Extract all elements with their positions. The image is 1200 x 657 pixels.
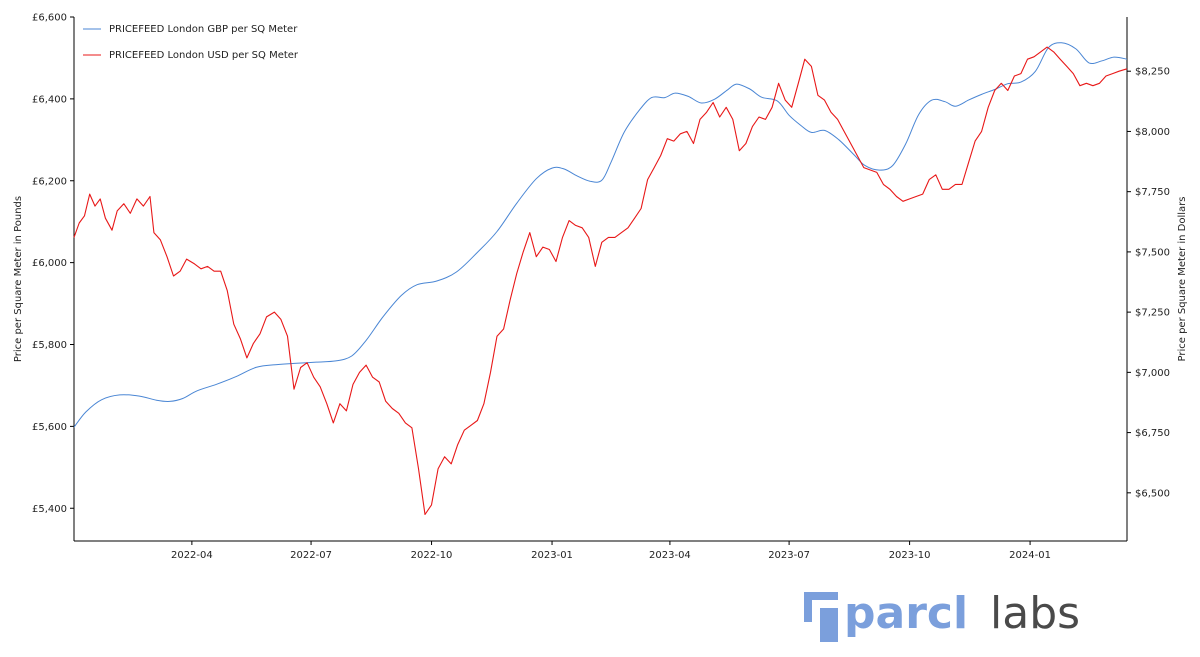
left-tick-label: £5,800 [32, 340, 67, 351]
series-line-gbp [73, 42, 1128, 428]
logo-word-labs: labs [990, 588, 1080, 639]
left-axis-ticks: £5,400 £5,600 £5,800 £6,000 £6,200 £6,400 £6,6… [32, 13, 74, 515]
series-line-usd [73, 46, 1128, 516]
x-tick-label: 2022-04 [171, 550, 213, 561]
parcl-mark-icon [804, 592, 838, 642]
left-axis-title: Price per Square Meter in Pounds [13, 196, 24, 362]
right-tick-label: $7,500 [1135, 247, 1170, 258]
x-tick-label: 2023-04 [649, 550, 691, 561]
right-axis-ticks: $6,500 $6,750 $7,000 $7,250 $7,500 $7,750 $8,0… [1127, 67, 1170, 499]
x-tick-label: 2023-01 [531, 550, 573, 561]
left-tick-label: £6,600 [32, 13, 67, 24]
x-axis-ticks: 2022-04 2022-07 2022-10 2023-01 2023-04 2023-… [171, 541, 1051, 561]
left-tick-label: £5,400 [32, 504, 67, 515]
x-tick-label: 2023-07 [768, 550, 810, 561]
x-tick-label: 2024-01 [1009, 550, 1051, 561]
left-tick-label: £6,200 [32, 176, 67, 187]
series-layer [73, 42, 1128, 516]
plot-frame [73, 17, 1128, 542]
right-tick-label: $6,500 [1135, 488, 1170, 499]
x-tick-label: 2022-10 [411, 550, 453, 561]
right-tick-label: $8,250 [1135, 67, 1170, 78]
right-axis-title: Price per Square Meter in Dollars [1177, 196, 1188, 361]
right-tick-label: $7,750 [1135, 187, 1170, 198]
left-tick-label: £5,600 [32, 422, 67, 433]
legend-label-gbp: PRICEFEED London GBP per SQ Meter [109, 24, 298, 35]
legend-label-usd: PRICEFEED London USD per SQ Meter [109, 50, 299, 61]
right-tick-label: $7,250 [1135, 308, 1170, 319]
right-tick-label: $6,750 [1135, 428, 1170, 439]
right-tick-label: $8,000 [1135, 127, 1170, 138]
x-tick-label: 2022-07 [290, 550, 332, 561]
parcl-labs-logo: parcl labs [804, 588, 1080, 642]
left-tick-label: £6,400 [32, 94, 67, 105]
right-tick-label: $7,000 [1135, 368, 1170, 379]
legend: PRICEFEED London GBP per SQ Meter PRICEF… [83, 24, 299, 61]
x-tick-label: 2023-10 [889, 550, 931, 561]
left-tick-label: £6,000 [32, 258, 67, 269]
logo-word-parcl: parcl [844, 588, 968, 639]
